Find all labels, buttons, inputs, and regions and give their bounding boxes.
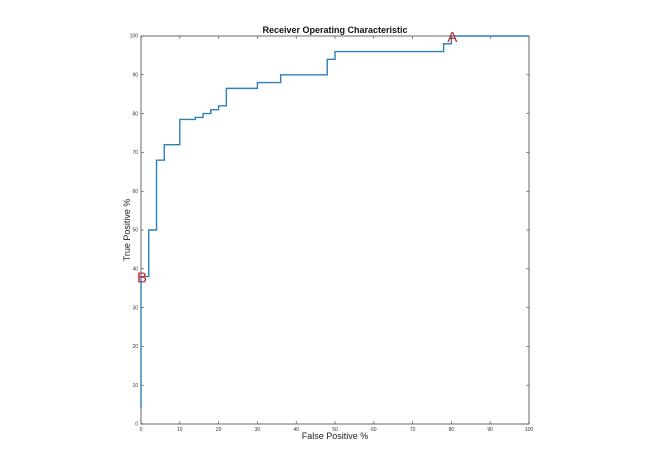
axes-box <box>140 35 530 425</box>
x-tick-label: 80 <box>449 427 455 433</box>
y-tick-label: 90 <box>132 73 138 79</box>
x-tick-label: 90 <box>487 427 493 433</box>
chart-title: Receiver Operating Characteristic <box>262 25 407 35</box>
x-tick-label: 70 <box>410 427 416 433</box>
x-tick-label: 100 <box>525 427 534 433</box>
x-tick-label: 50 <box>332 427 338 433</box>
x-tick-label: 30 <box>255 427 261 433</box>
annotation-label-a: A <box>447 29 457 46</box>
x-tick-label: 0 <box>140 427 143 433</box>
x-tick-label: 40 <box>293 427 299 433</box>
y-tick-label: 30 <box>132 305 138 311</box>
y-tick-label: 20 <box>132 344 138 350</box>
x-axis-label: False Positive % <box>302 431 369 441</box>
y-tick-label: 70 <box>132 150 138 156</box>
y-tick-label: 100 <box>130 34 139 40</box>
y-axis-label: True Positive % <box>122 199 132 262</box>
y-tick-label: 80 <box>132 111 138 117</box>
plot-area: 0 10 20 30 40 50 60 70 80 90 100 0 10 20 30 40 50 60 70 80 9… <box>130 29 534 433</box>
x-tick-label: 60 <box>371 427 377 433</box>
annotation-label-b: B <box>137 270 147 287</box>
y-tick-label: 10 <box>132 383 138 389</box>
y-tick-label: 0 <box>135 422 138 428</box>
x-tick-label: 10 <box>177 427 183 433</box>
y-tick-label: 60 <box>132 189 138 195</box>
roc-curve-line <box>140 35 529 409</box>
y-tick-label: 40 <box>132 267 138 273</box>
y-tick-label: 50 <box>132 228 138 234</box>
x-tick-label: 20 <box>216 427 222 433</box>
